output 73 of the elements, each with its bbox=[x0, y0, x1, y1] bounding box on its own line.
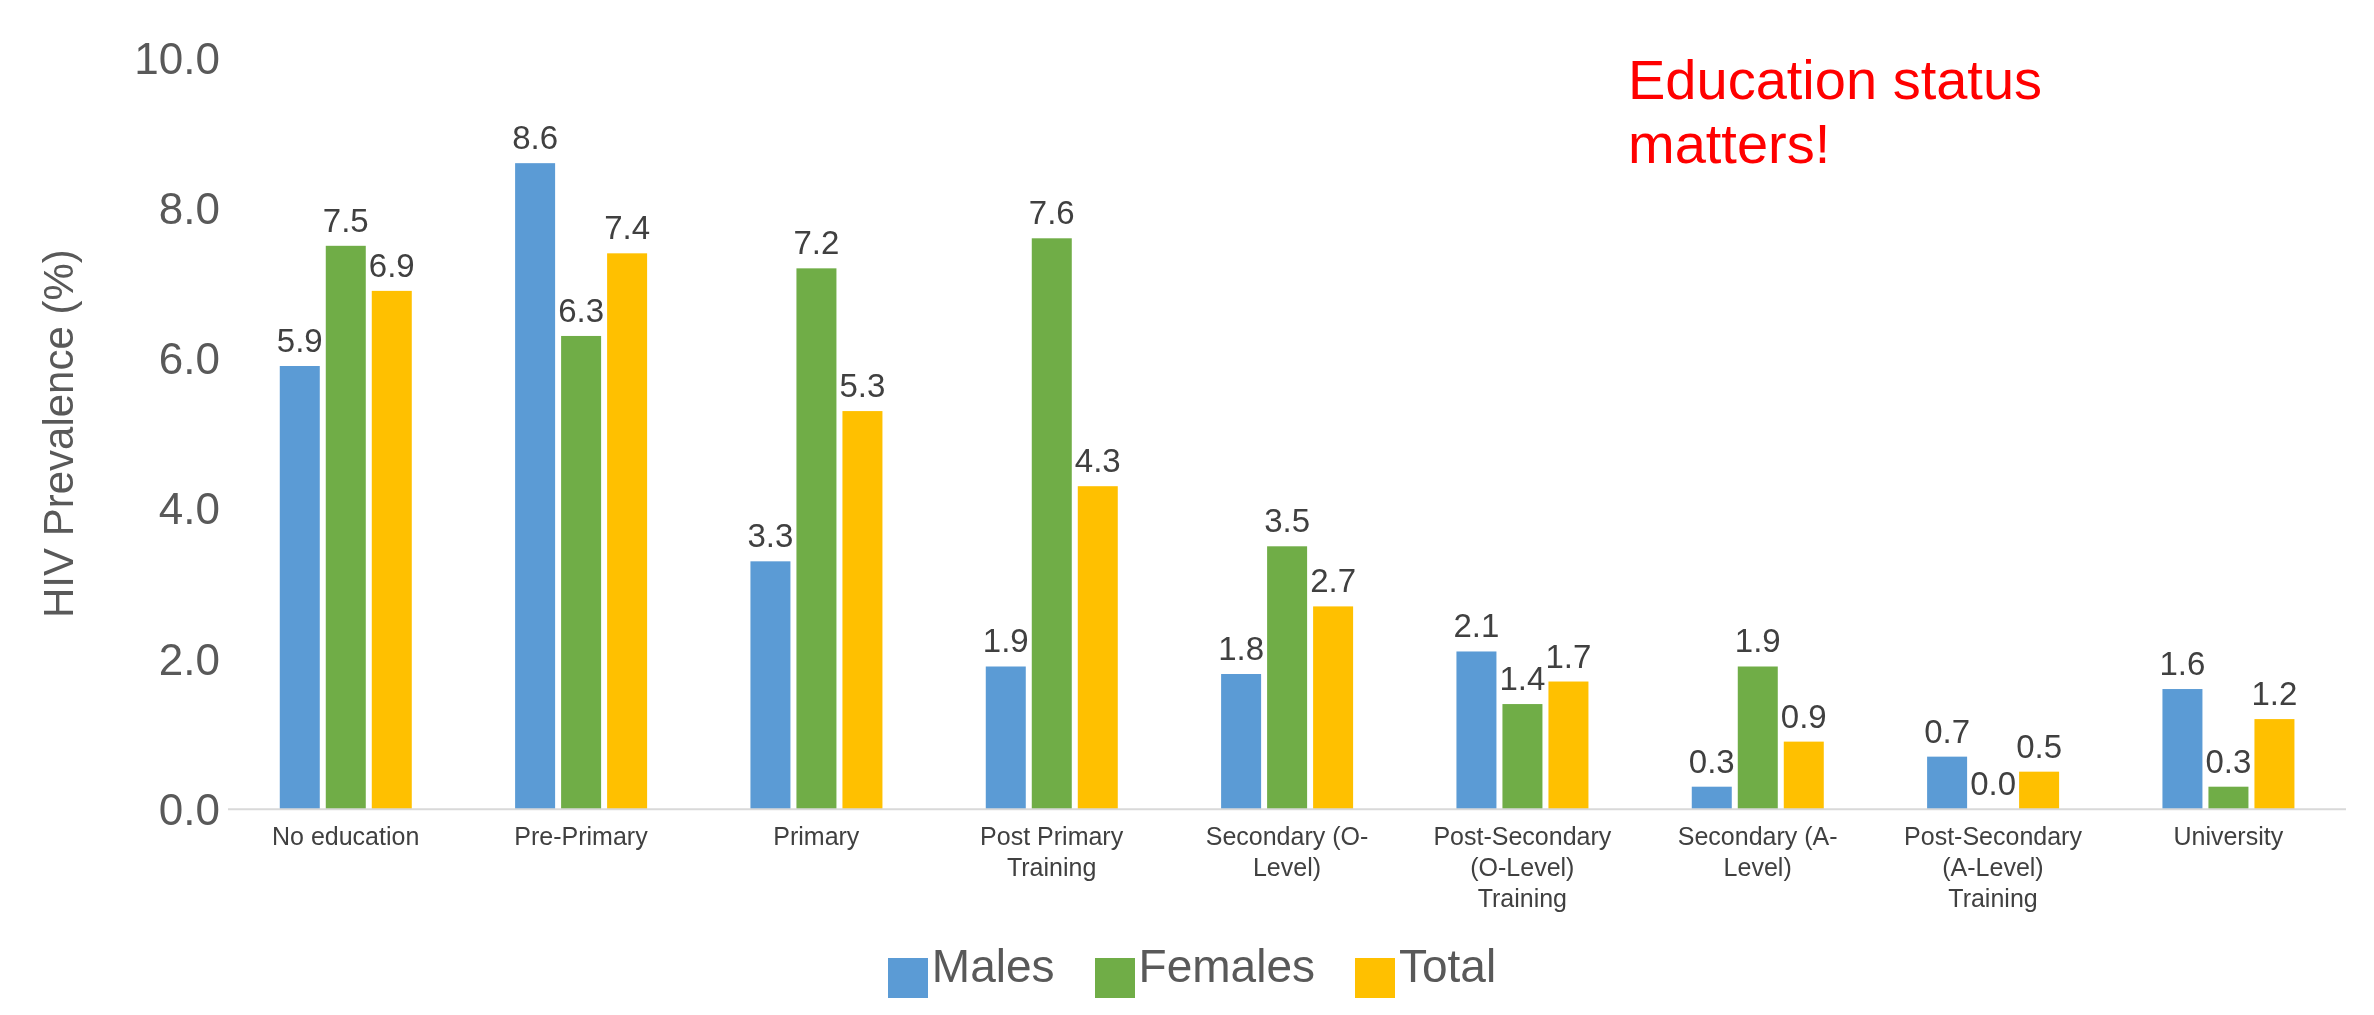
bar bbox=[842, 411, 883, 810]
data-label: 3.5 bbox=[1264, 502, 1311, 540]
bar bbox=[279, 366, 320, 810]
bar bbox=[1737, 666, 1778, 810]
data-label: 1.9 bbox=[982, 622, 1029, 660]
data-label: 7.2 bbox=[793, 224, 840, 262]
bar bbox=[1456, 651, 1497, 810]
data-label: 5.9 bbox=[276, 322, 323, 360]
data-label: 7.5 bbox=[322, 201, 369, 239]
data-label: 2.1 bbox=[1453, 607, 1500, 645]
y-tick-label: 2.0 bbox=[158, 634, 220, 684]
data-label: 1.7 bbox=[1545, 637, 1592, 675]
x-tick-label: Primary bbox=[773, 822, 860, 851]
legend-label: Males bbox=[931, 940, 1055, 993]
data-label: 1.4 bbox=[1499, 660, 1546, 698]
data-label: 6.9 bbox=[368, 246, 415, 284]
bar bbox=[561, 335, 602, 810]
bar bbox=[371, 290, 412, 810]
bar bbox=[2019, 771, 2060, 810]
data-label: 1.9 bbox=[1734, 622, 1781, 660]
legend-label: Females bbox=[1138, 940, 1315, 993]
bar bbox=[515, 163, 556, 810]
bar bbox=[985, 666, 1026, 810]
bar bbox=[1031, 238, 1072, 810]
x-tick-label: Post-Secondary (O-Level) Training bbox=[1433, 822, 1612, 913]
data-label: 0.0 bbox=[1970, 765, 2017, 803]
data-label: 7.6 bbox=[1028, 194, 1075, 232]
bar bbox=[1548, 681, 1589, 810]
x-tick-label: University bbox=[2173, 822, 2284, 851]
y-tick-label: 8.0 bbox=[158, 183, 220, 233]
bar bbox=[2208, 786, 2249, 810]
bar bbox=[2162, 689, 2203, 810]
data-label: 6.3 bbox=[558, 291, 605, 329]
note-text: Education status matters! bbox=[1628, 48, 2044, 177]
bar bbox=[2254, 719, 2295, 810]
x-tick-label: No education bbox=[272, 822, 420, 851]
x-tick-label: Secondary (O-Level) bbox=[1205, 822, 1369, 882]
legend-label: Total bbox=[1398, 940, 1497, 993]
x-tick-label: Secondary (A-Level) bbox=[1677, 822, 1838, 882]
data-label: 1.8 bbox=[1218, 630, 1265, 668]
data-label: 7.4 bbox=[604, 209, 651, 247]
data-label: 5.3 bbox=[839, 367, 886, 405]
data-label: 0.5 bbox=[2016, 727, 2063, 765]
data-label: 1.2 bbox=[2251, 675, 2298, 713]
data-label: 3.3 bbox=[747, 517, 794, 555]
data-label: 8.6 bbox=[512, 119, 559, 157]
bar bbox=[1927, 756, 1968, 810]
bar bbox=[796, 268, 837, 810]
y-axis-title: HIV Prevalence (%) bbox=[34, 249, 82, 619]
x-tick-label: Post-Secondary (A-Level) Training bbox=[1904, 822, 2083, 913]
bar bbox=[607, 253, 648, 810]
y-tick-label: 10.0 bbox=[134, 33, 220, 83]
data-label: 0.3 bbox=[1688, 742, 1735, 780]
bar bbox=[750, 561, 791, 810]
data-label: 1.6 bbox=[2159, 645, 2206, 683]
bar bbox=[1691, 786, 1732, 810]
bar bbox=[1313, 606, 1354, 810]
data-label: 2.7 bbox=[1310, 562, 1357, 600]
bar bbox=[325, 245, 366, 810]
y-tick-label: 0.0 bbox=[158, 784, 220, 834]
bar bbox=[1502, 704, 1543, 810]
bar bbox=[1221, 674, 1262, 810]
data-label: 0.7 bbox=[1924, 712, 1971, 750]
bar bbox=[1077, 486, 1118, 810]
data-label: 4.3 bbox=[1074, 442, 1121, 480]
bar bbox=[1783, 741, 1824, 810]
data-label: 0.3 bbox=[2205, 742, 2252, 780]
bar bbox=[1267, 546, 1308, 810]
y-tick-label: 4.0 bbox=[158, 484, 220, 534]
x-tick-label: Pre-Primary bbox=[514, 822, 649, 851]
y-tick-label: 6.0 bbox=[158, 334, 220, 384]
data-label: 0.9 bbox=[1780, 697, 1827, 735]
x-tick-label: Post Primary Training bbox=[980, 822, 1124, 882]
